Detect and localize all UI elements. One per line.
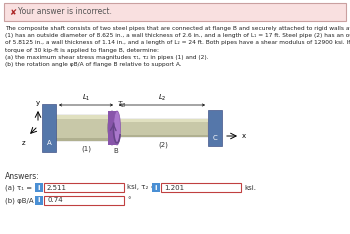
Text: (2): (2) [158, 142, 168, 149]
Bar [118, 119, 208, 137]
Text: ksi, τ₂ =: ksi, τ₂ = [127, 184, 156, 190]
Text: (b) φB/A =: (b) φB/A = [5, 197, 42, 204]
Text: i: i [155, 184, 157, 190]
Text: ✘: ✘ [10, 7, 17, 17]
Text: The composite shaft consists of two steel pipes that are connected at flange B a: The composite shaft consists of two stee… [5, 26, 350, 31]
Ellipse shape [113, 111, 120, 145]
Text: (1): (1) [81, 146, 91, 153]
Text: of 5.8125 in., a wall thickness of 1.14 in., and a length of L₂ = 24 ft. Both pi: of 5.8125 in., a wall thickness of 1.14 … [5, 40, 350, 45]
FancyBboxPatch shape [35, 183, 43, 192]
Text: y: y [36, 100, 40, 106]
FancyBboxPatch shape [44, 196, 124, 205]
Text: x: x [242, 133, 246, 139]
Text: (1) has an outside diameter of 8.625 in., a wall thickness of 2.6 in., and a len: (1) has an outside diameter of 8.625 in.… [5, 33, 350, 38]
Text: i: i [38, 197, 40, 204]
FancyBboxPatch shape [35, 196, 43, 205]
Bar [56, 115, 116, 119]
Bar [56, 138, 116, 141]
Text: Answers:: Answers: [5, 172, 40, 181]
Text: Your answer is incorrect.: Your answer is incorrect. [18, 7, 112, 17]
Bar [118, 119, 208, 122]
Text: $L_1$: $L_1$ [82, 93, 90, 103]
Text: A: A [47, 140, 51, 146]
Bar [56, 115, 116, 141]
Text: torque of 30 kip-ft is applied to flange B, determine:: torque of 30 kip-ft is applied to flange… [5, 48, 159, 53]
Text: $T_B$: $T_B$ [117, 100, 127, 110]
Text: (a) τ₁ =: (a) τ₁ = [5, 184, 32, 191]
FancyBboxPatch shape [161, 183, 241, 192]
Bar [208, 110, 222, 146]
Text: ksi.: ksi. [244, 184, 256, 190]
Text: (a) the maximum shear stress magnitudes τ₁, τ₂ in pipes (1) and (2).: (a) the maximum shear stress magnitudes … [5, 55, 209, 60]
Text: 1.201: 1.201 [164, 184, 184, 190]
Text: 2.511: 2.511 [47, 184, 67, 190]
Text: °: ° [127, 197, 131, 204]
Bar [42, 104, 56, 152]
Ellipse shape [108, 111, 116, 145]
Text: $L_2$: $L_2$ [158, 93, 166, 103]
Text: B: B [114, 148, 118, 154]
Text: (b) the rotation angle φB/A of flange B relative to support A.: (b) the rotation angle φB/A of flange B … [5, 62, 182, 67]
Text: 0.74: 0.74 [47, 197, 63, 204]
Text: i: i [38, 184, 40, 190]
Bar [118, 135, 208, 137]
FancyBboxPatch shape [44, 183, 124, 192]
Text: z: z [22, 140, 26, 146]
Bar [108, 111, 118, 145]
FancyBboxPatch shape [4, 3, 346, 21]
FancyBboxPatch shape [152, 183, 160, 192]
Text: C: C [213, 135, 217, 141]
